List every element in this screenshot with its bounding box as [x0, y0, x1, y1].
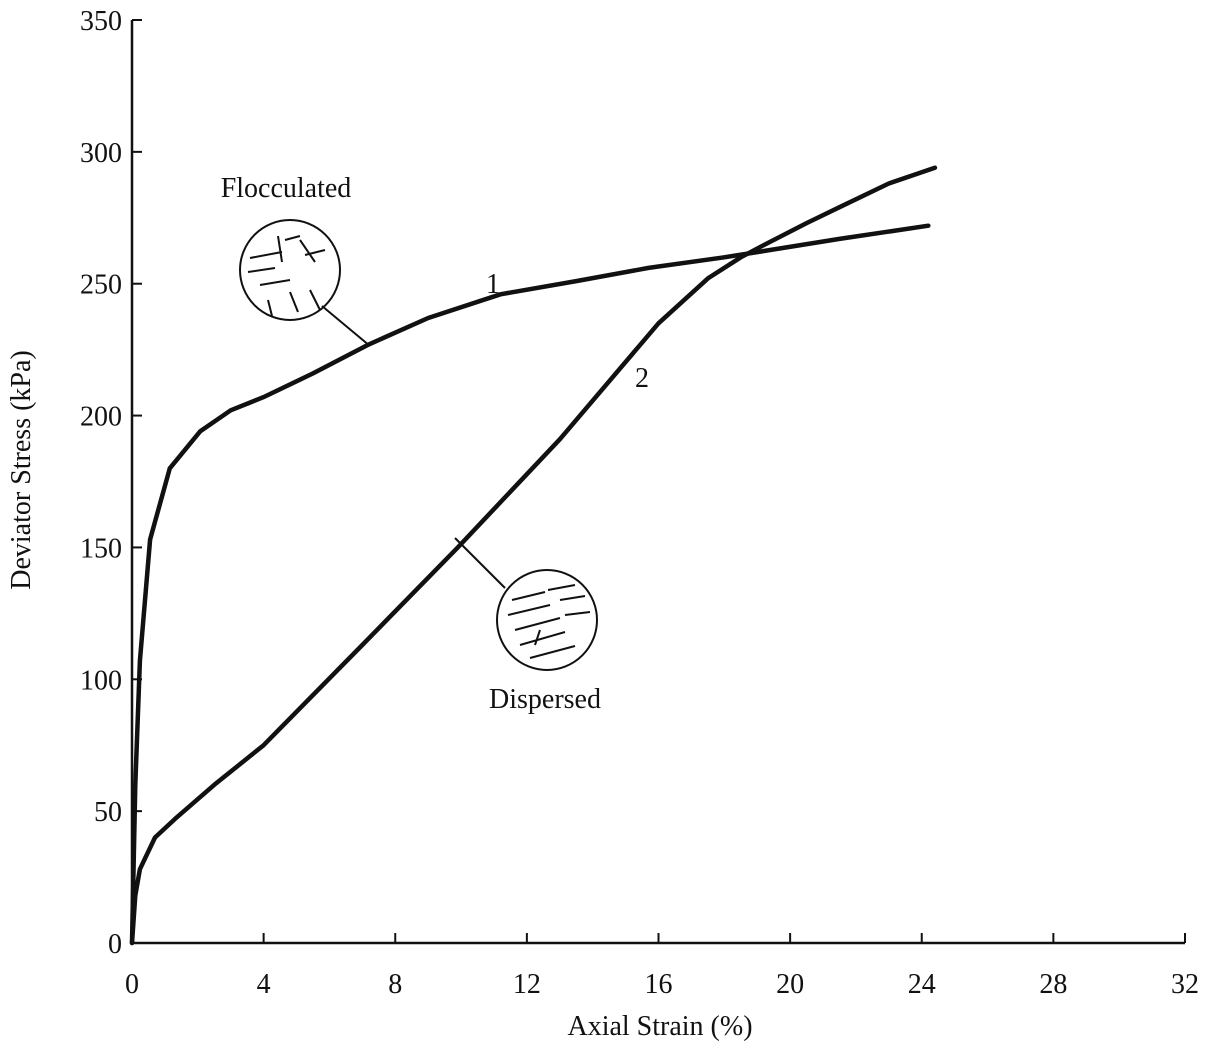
x-tick-label: 16: [645, 969, 673, 1000]
x-axis-label: Axial Strain (%): [567, 1011, 752, 1042]
curve: [129, 165, 938, 946]
x-tick-label: 24: [908, 969, 936, 1000]
y-tick-label: 0: [108, 929, 122, 960]
curve: [129, 223, 931, 946]
curve-label: 2: [635, 363, 649, 394]
x-tick-label: 4: [257, 969, 271, 1000]
x-tick-label: 12: [513, 969, 541, 1000]
x-tick-label: 8: [388, 969, 402, 1000]
y-tick-label: 350: [80, 6, 122, 37]
annotation: Flocculated: [221, 173, 352, 204]
y-tick-label: 250: [80, 270, 122, 301]
curve-label: 1: [486, 269, 500, 300]
y-axis-label: Deviator Stress (kPa): [6, 350, 37, 590]
y-tick-label: 150: [80, 533, 122, 564]
flocculated-sketch: [239, 219, 371, 347]
y-tick-label: 200: [80, 402, 122, 433]
dispersed-sketch: [454, 537, 598, 671]
y-tick-label: 50: [94, 797, 122, 828]
x-tick-label: 20: [776, 969, 804, 1000]
x-tick-label: 0: [125, 969, 139, 1000]
annotation: Dispersed: [489, 684, 601, 715]
y-tick-label: 300: [80, 138, 122, 169]
y-tick-label: 100: [80, 665, 122, 696]
x-tick-label: 32: [1171, 969, 1199, 1000]
x-tick-label: 28: [1039, 969, 1067, 1000]
